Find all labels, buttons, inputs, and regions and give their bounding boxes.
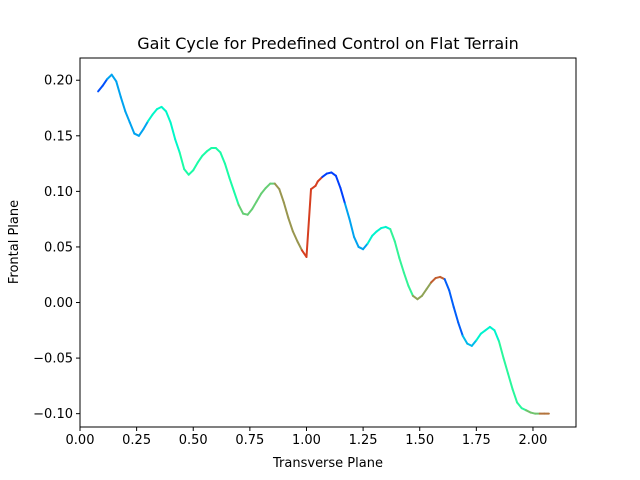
trajectory-segment [110, 73, 118, 83]
trajectory-segment [389, 228, 396, 243]
trajectory-segment [187, 169, 195, 176]
trajectory-segment [498, 340, 505, 360]
trajectory-segment [353, 235, 360, 248]
trajectory-segment [430, 277, 437, 284]
trajectory-segment [165, 110, 172, 124]
trajectory-segment [101, 78, 109, 87]
trajectory-segment [178, 151, 186, 171]
x-tick-label: 1.25 [349, 433, 378, 448]
y-tick-label: −0.10 [33, 407, 73, 422]
trajectory-segment [106, 73, 113, 81]
trajectory-segment [470, 339, 478, 347]
trajectory-segment [169, 121, 177, 141]
x-tick-label: 1.50 [405, 433, 434, 448]
y-tick-label: 0.10 [44, 185, 73, 200]
trajectory-segment [407, 284, 414, 297]
trajectory-segment [142, 120, 149, 131]
trajectory-segment [343, 202, 351, 221]
trajectory-segment [201, 150, 208, 157]
trajectory-segment [124, 110, 131, 124]
trajectory-segment [362, 242, 369, 251]
x-axis: 0.00 0.25 0.50 0.75 1.00 1.25 1.50 1.75 2.00 [66, 427, 547, 448]
x-tick-label: 1.00 [292, 433, 321, 448]
trajectory-segment [296, 240, 303, 252]
trajectory-segment [174, 138, 181, 154]
trajectory-segment [196, 154, 204, 164]
trajectory-segment [305, 188, 313, 258]
trajectory-segment [452, 305, 460, 324]
y-axis: −0.10 −0.05 0.00 0.05 0.10 0.15 0.20 [33, 74, 80, 422]
trajectory-segment [264, 182, 272, 190]
trajectory-segment [461, 334, 469, 345]
trajectory-segment [334, 174, 342, 190]
trajectory-segment [146, 113, 154, 123]
y-tick-label: 0.15 [44, 129, 73, 144]
trajectory-segment [237, 203, 245, 215]
plot-lines [97, 73, 550, 415]
trajectory-segment [402, 271, 410, 287]
trajectory-segment [228, 177, 236, 193]
trajectory-segment [151, 108, 158, 116]
y-tick-label: 0.05 [44, 240, 73, 255]
trajectory-segment [192, 161, 199, 172]
trajectory-segment [278, 188, 285, 204]
trajectory-segment [255, 192, 263, 203]
trajectory-segment [339, 187, 346, 205]
x-tick-label: 1.75 [462, 433, 491, 448]
trajectory-segment [128, 121, 136, 135]
trajectory-segment [183, 168, 190, 176]
trajectory-segment [475, 332, 482, 342]
trajectory-segment [371, 230, 378, 237]
trajectory-segment [251, 200, 258, 211]
trajectory-segment [420, 288, 428, 297]
x-tick-label: 0.00 [66, 433, 95, 448]
trajectory-segment [493, 329, 500, 343]
trajectory-segment [448, 289, 455, 308]
trajectory-segment [457, 321, 464, 337]
trajectory-segment [246, 208, 254, 216]
trajectory-segment [511, 388, 519, 404]
trajectory-segment [425, 281, 433, 291]
trajectory-segment [398, 257, 405, 274]
y-axis-label: Frontal Plane [7, 200, 22, 284]
trajectory-segment [443, 278, 451, 292]
trajectory-segment [223, 162, 231, 180]
plot-area-frame [79, 57, 577, 428]
trajectory-segment [160, 105, 168, 113]
chart-title: Gait Cycle for Predefined Control on Fla… [137, 34, 519, 53]
y-tick-label: 0.20 [44, 74, 73, 89]
x-tick-label: 2.00 [518, 433, 547, 448]
trajectory-segment [260, 187, 267, 195]
trajectory-segment [282, 201, 290, 220]
trajectory-segment [97, 84, 104, 93]
trajectory-segment [214, 147, 222, 154]
x-tick-label: 0.50 [179, 433, 208, 448]
trajectory-segment [348, 218, 356, 238]
x-tick-label: 0.25 [122, 433, 151, 448]
trajectory-segment [366, 234, 374, 245]
x-tick-label: 0.75 [235, 433, 264, 448]
trajectory-segment [393, 240, 401, 260]
trajectory-segment [516, 401, 523, 410]
y-tick-label: 0.00 [44, 296, 73, 311]
trajectory-segment [316, 175, 324, 183]
trajectory-segment [291, 230, 299, 243]
x-axis-label: Transverse Plane [272, 456, 383, 471]
trajectory-segment [507, 372, 514, 391]
y-tick-label: −0.05 [33, 352, 73, 367]
trajectory-segment [219, 151, 226, 165]
trajectory-segment [287, 217, 294, 233]
trajectory-segment [273, 182, 281, 191]
trajectory-segment [137, 128, 145, 137]
trajectory-segment [115, 80, 122, 98]
trajectory-segment [233, 190, 240, 206]
trajectory-segment [502, 357, 510, 375]
trajectory-segment [119, 95, 127, 113]
